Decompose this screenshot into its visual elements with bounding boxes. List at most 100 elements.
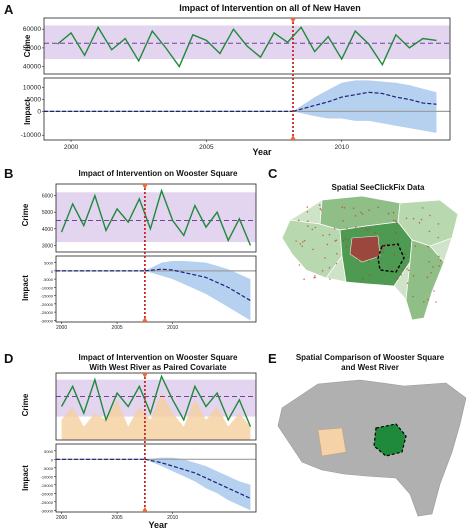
report-dot — [369, 227, 371, 230]
panel-b-crime-plot: 6000 5000 4000 3000 — [42, 183, 257, 253]
report-dot — [412, 217, 415, 220]
report-dot — [418, 222, 421, 224]
impact-ytick-label: -10000 — [21, 132, 42, 139]
report-dot — [321, 270, 324, 272]
report-dot — [404, 253, 406, 255]
impact-effect-line — [144, 458, 251, 499]
report-dot — [322, 234, 324, 237]
report-dot — [362, 259, 365, 262]
report-dot — [430, 272, 432, 274]
report-dot — [440, 259, 442, 262]
report-dot — [438, 265, 441, 267]
report-dot — [369, 248, 372, 251]
report-dot — [307, 225, 309, 227]
report-dot — [360, 211, 362, 214]
report-dot — [320, 209, 323, 211]
panel-a-impact-label: Impact — [23, 99, 32, 125]
c-map-wooster-outline — [377, 243, 405, 273]
report-dot — [361, 227, 363, 230]
report-dot — [342, 220, 344, 222]
report-dot — [307, 220, 309, 223]
report-dot — [347, 239, 349, 241]
crime-ytick-label: 50000 — [23, 45, 41, 52]
e-map-west-river — [317, 427, 347, 457]
intervention-marker-bottom — [141, 507, 148, 512]
panel-b-letter: B — [4, 166, 13, 181]
report-dot — [306, 206, 309, 208]
report-dot — [303, 278, 305, 281]
crime-covariate-area — [61, 393, 251, 440]
impact-ytick-label: 5000 — [44, 261, 54, 266]
impact-xtick-label: 2000 — [56, 515, 67, 521]
report-dot — [392, 211, 395, 214]
report-dot — [428, 230, 431, 233]
impact-ytick-label: -5000 — [43, 466, 54, 471]
crime-frame — [55, 372, 257, 441]
report-dot — [382, 251, 384, 253]
c-map-west-tracts — [281, 219, 343, 279]
impact-ytick-label: -10000 — [41, 474, 54, 479]
report-dot — [427, 245, 429, 248]
report-dot — [421, 207, 424, 209]
panel-a-crime-label: Crime — [23, 34, 32, 57]
impact-ytick-label: -20000 — [41, 491, 54, 496]
report-dot — [318, 204, 321, 206]
panel-d-title-line2: With West River as Paired Covariate — [89, 363, 227, 372]
report-dot — [297, 219, 300, 222]
report-dot — [429, 214, 431, 217]
report-dot — [326, 243, 329, 246]
panel-b-impact-plot: 5000 0 -5000 -10000 -15000 -20000 -25000 -30000… — [41, 184, 257, 331]
report-dot — [314, 276, 316, 279]
panel-e-title-line1: Spatial Comparison of Wooster Square — [296, 353, 445, 362]
report-dot — [432, 266, 434, 268]
impact-ytick-label: -5000 — [43, 277, 54, 282]
panel-b-title: Impact of Intervention on Wooster Square — [79, 169, 239, 178]
impact-frame — [55, 443, 257, 513]
report-dot — [342, 239, 345, 242]
report-dot — [384, 243, 386, 246]
report-dot — [382, 245, 385, 247]
report-dot — [352, 207, 355, 209]
impact-ytick-label: -10000 — [41, 285, 54, 290]
crime-ytick-label: 6000 — [42, 194, 53, 200]
report-dot — [393, 254, 396, 256]
report-dot — [401, 268, 404, 270]
intervention-marker-top — [141, 184, 148, 189]
impact-ytick-label: -30000 — [41, 318, 54, 323]
report-dot — [412, 275, 415, 277]
report-dot — [346, 227, 348, 229]
report-dot — [376, 237, 378, 239]
report-dot — [397, 277, 399, 280]
report-dot — [299, 243, 302, 245]
report-dot — [324, 257, 326, 259]
report-dot — [335, 262, 338, 265]
report-dot — [378, 252, 380, 255]
panel-a-letter: A — [4, 2, 14, 17]
panel-b-impact-label: Impact — [21, 275, 30, 301]
report-dot — [328, 267, 331, 269]
report-dot — [343, 207, 346, 209]
impact-ytick-label: -25000 — [41, 310, 54, 315]
panel-d-title-line1: Impact of Intervention on Wooster Square — [79, 353, 239, 362]
report-dot — [412, 295, 414, 298]
report-dot — [414, 245, 417, 247]
report-dot — [302, 241, 304, 243]
report-dot — [298, 264, 301, 266]
impact-ytick-label: 10000 — [23, 85, 41, 92]
report-dot — [344, 237, 346, 240]
impact-frame — [55, 255, 257, 323]
impact-xtick-label: 2010 — [167, 325, 178, 331]
report-dot — [377, 206, 380, 209]
report-dot — [354, 255, 357, 257]
report-dot — [328, 233, 331, 236]
report-dot — [306, 211, 309, 213]
report-dot — [354, 215, 357, 217]
panel-c-letter: C — [268, 166, 278, 181]
impact-xtick-label: 2000 — [64, 144, 79, 151]
report-dot — [405, 217, 408, 219]
report-dot — [303, 239, 306, 242]
report-dot — [334, 240, 337, 242]
e-map-wooster-square — [373, 423, 407, 457]
